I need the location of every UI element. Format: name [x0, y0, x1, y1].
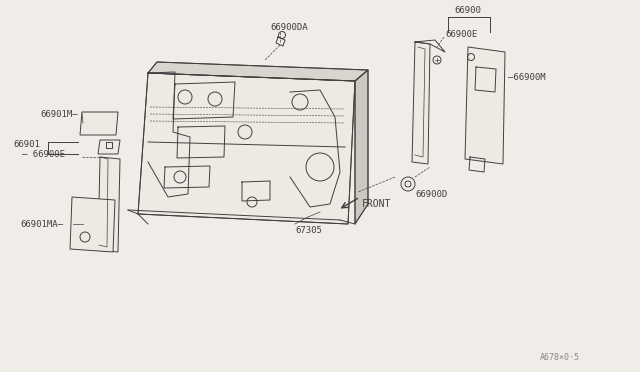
Text: 66900D: 66900D	[415, 189, 447, 199]
Text: 66901M—: 66901M—	[40, 109, 77, 119]
Polygon shape	[80, 112, 118, 135]
Text: 66900DA: 66900DA	[270, 22, 308, 32]
Text: —66900M: —66900M	[508, 73, 546, 81]
Polygon shape	[70, 197, 115, 252]
Text: FRONT: FRONT	[362, 199, 392, 209]
Text: 66901: 66901	[13, 140, 40, 148]
Polygon shape	[465, 47, 505, 164]
Polygon shape	[138, 73, 355, 224]
Polygon shape	[148, 62, 368, 81]
Text: 66900: 66900	[454, 6, 481, 15]
Polygon shape	[98, 157, 120, 252]
Text: A678×0·5: A678×0·5	[540, 353, 580, 362]
Text: — 66900E: — 66900E	[22, 150, 65, 158]
Text: 66900E: 66900E	[445, 29, 477, 38]
Polygon shape	[412, 42, 430, 164]
Polygon shape	[98, 140, 120, 154]
Text: 67305: 67305	[295, 225, 322, 234]
Text: 66901MA—: 66901MA—	[20, 219, 63, 228]
Polygon shape	[355, 70, 368, 224]
